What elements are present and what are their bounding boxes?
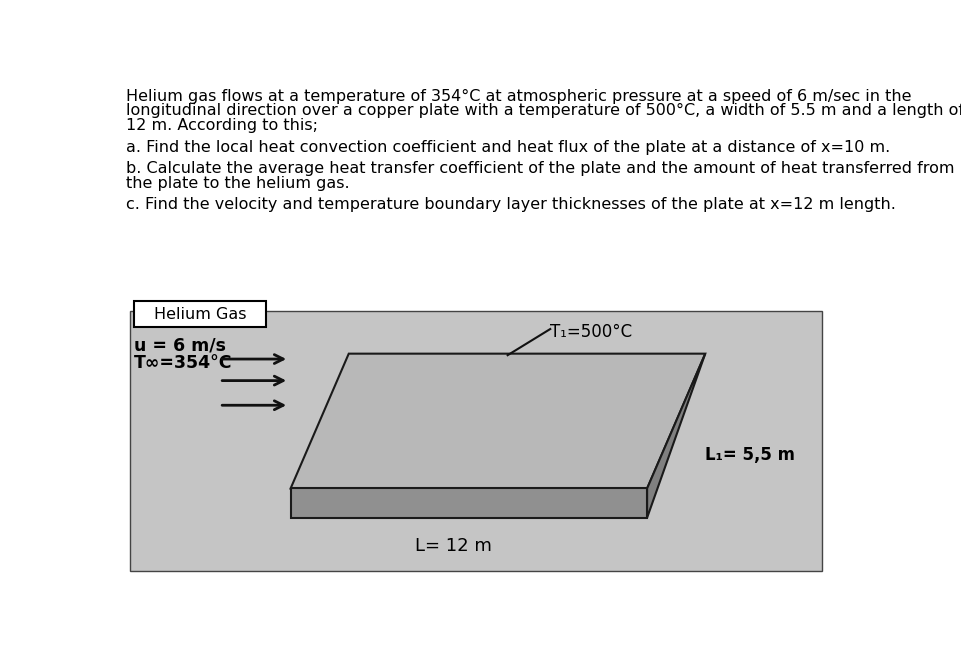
Polygon shape [290,488,647,517]
Bar [130,311,823,571]
Text: c. Find the velocity and temperature boundary layer thicknesses of the plate at : c. Find the velocity and temperature bou… [126,196,897,212]
Text: longitudinal direction over a copper plate with a temperature of 500°C, a width : longitudinal direction over a copper pla… [126,103,961,118]
Text: L₁= 5,5 m: L₁= 5,5 m [705,447,796,464]
Text: u = 6 m/s: u = 6 m/s [135,337,226,355]
Text: T∞=354°C: T∞=354°C [135,354,233,372]
Bar [135,302,266,328]
Text: b. Calculate the average heat transfer coefficient of the plate and the amount o: b. Calculate the average heat transfer c… [126,161,955,176]
Text: a. Find the local heat convection coefficient and heat flux of the plate at a di: a. Find the local heat convection coeffi… [126,140,891,155]
Polygon shape [647,354,705,517]
Text: Helium gas flows at a temperature of 354°C at atmospheric pressure at a speed of: Helium gas flows at a temperature of 354… [126,89,912,104]
Polygon shape [290,354,705,488]
Text: T₁=500°C: T₁=500°C [551,323,632,341]
Text: Helium Gas: Helium Gas [154,307,246,322]
Text: 12 m. According to this;: 12 m. According to this; [126,118,318,133]
Text: the plate to the helium gas.: the plate to the helium gas. [126,176,350,191]
Text: L= 12 m: L= 12 m [415,537,492,555]
